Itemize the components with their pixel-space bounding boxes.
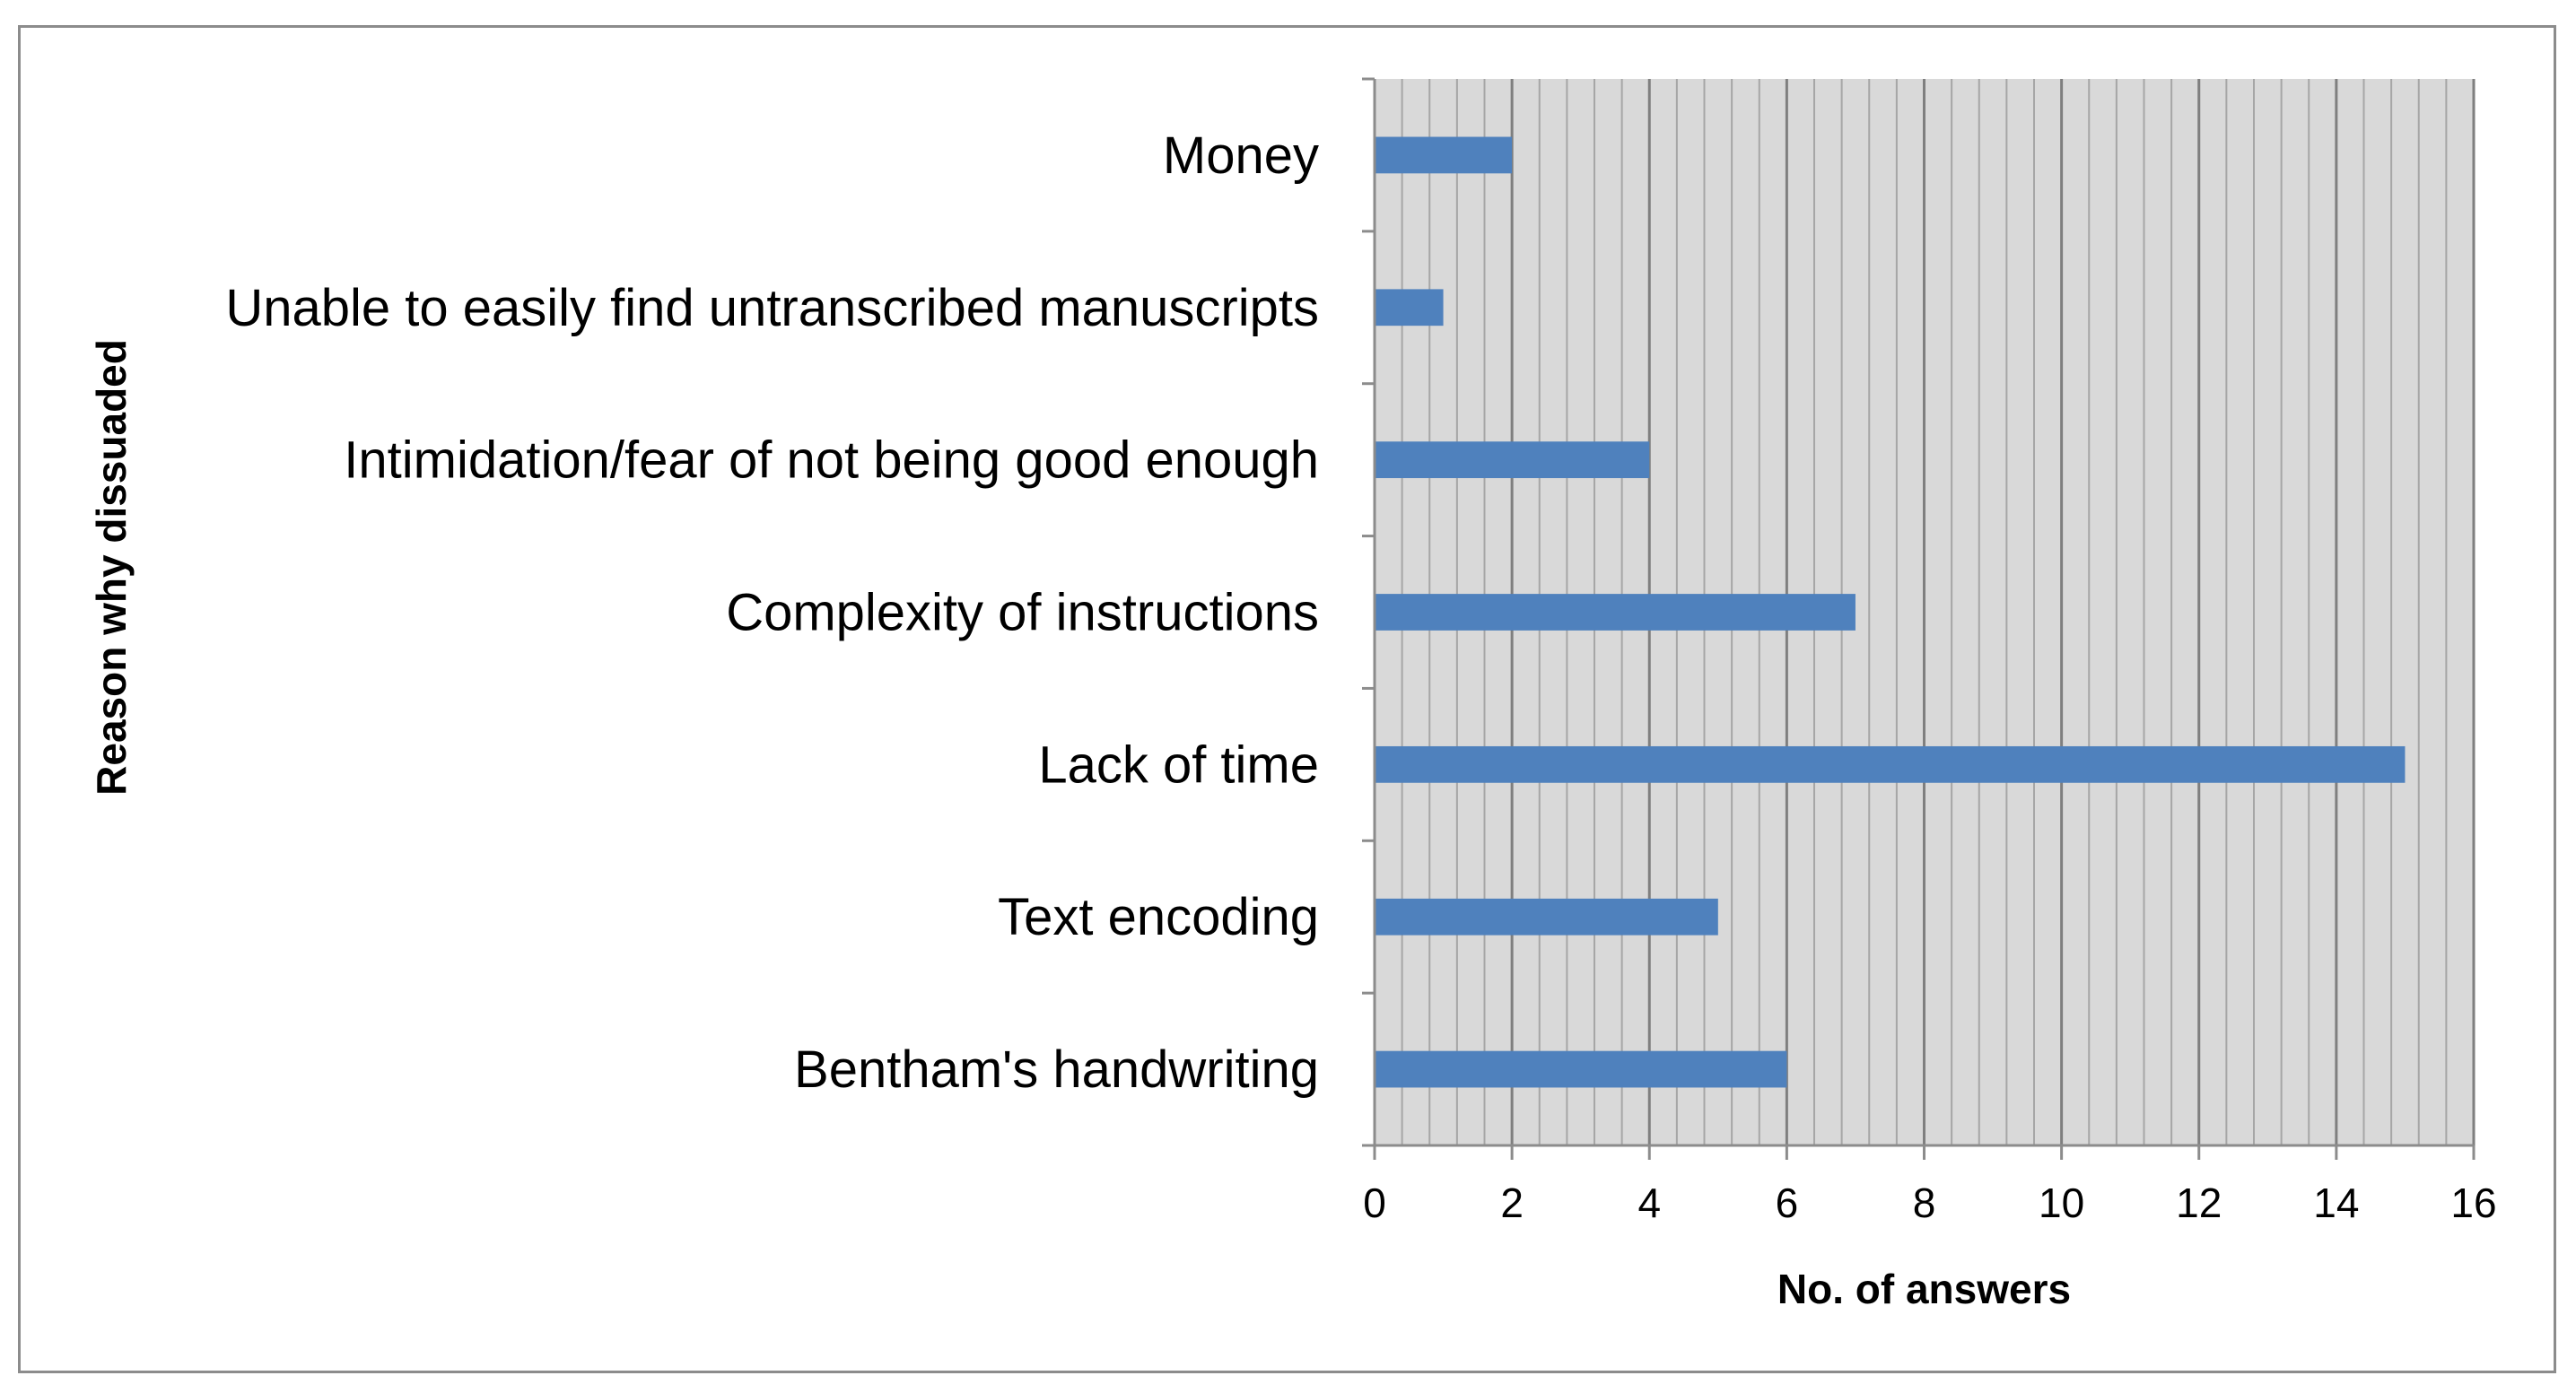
category-label: Complexity of instructions (726, 584, 1319, 642)
bar (1375, 289, 1444, 326)
x-tick-labels: 0 2 4 6 8 10 12 14 16 (1363, 1180, 2496, 1226)
x-tick-label: 16 (2450, 1180, 2496, 1226)
bars (1375, 136, 2406, 1088)
y-axis-ticks (1362, 77, 1375, 1147)
x-axis-ticks (1373, 1145, 2476, 1160)
category-label: Lack of time (1038, 736, 1319, 794)
x-tick-label: 8 (1913, 1180, 1936, 1226)
bar (1375, 136, 1513, 174)
y-axis-title: Reason why dissuaded (88, 339, 135, 796)
x-tick-label: 6 (1776, 1180, 1799, 1226)
bar (1375, 594, 1856, 631)
category-labels: Bentham's handwriting Text encoding Lack o… (225, 126, 1319, 1099)
category-label: Intimidation/fear of not being good enou… (344, 431, 1319, 490)
bar (1375, 898, 1718, 936)
x-tick-label: 14 (2313, 1180, 2359, 1226)
x-tick-label: 0 (1363, 1180, 1386, 1226)
x-tick-label: 12 (2176, 1180, 2222, 1226)
x-tick-label: 2 (1500, 1180, 1524, 1226)
x-tick-label: 10 (2039, 1180, 2084, 1226)
category-label: Text encoding (998, 888, 1319, 946)
bar (1375, 745, 2406, 783)
x-axis-title: No. of answers (1777, 1266, 2071, 1312)
bar (1375, 1050, 1787, 1088)
category-label: Unable to easily find untranscribed manu… (225, 279, 1319, 337)
category-label: Bentham's handwriting (794, 1040, 1319, 1099)
category-label: Money (1163, 126, 1319, 185)
bar (1375, 441, 1650, 479)
x-tick-label: 4 (1637, 1180, 1661, 1226)
